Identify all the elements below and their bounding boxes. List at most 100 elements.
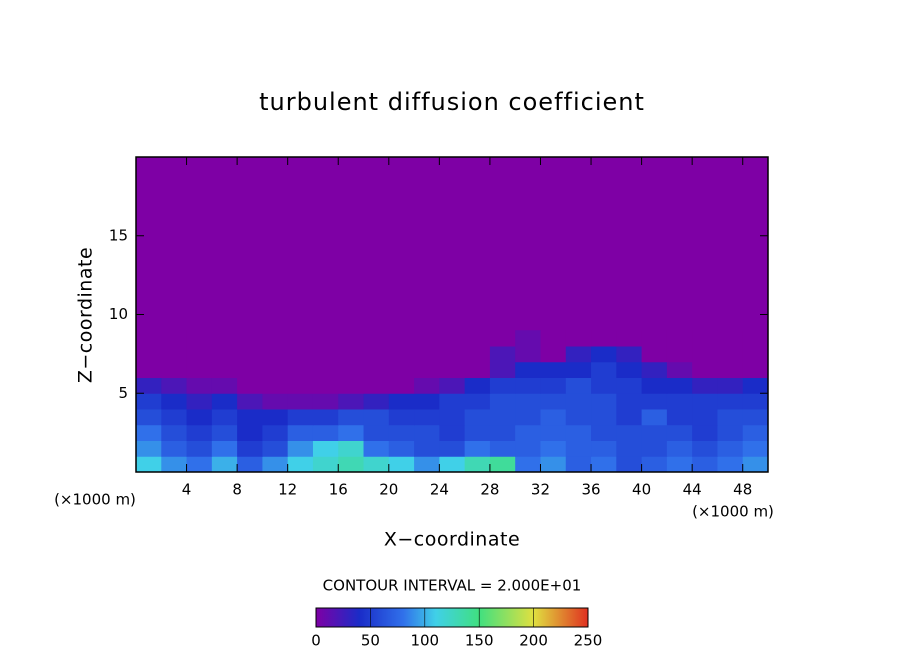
heatmap-cell <box>338 377 365 394</box>
heatmap-cell <box>616 361 643 378</box>
heatmap-cell <box>211 409 238 426</box>
heatmap-cell <box>540 440 567 457</box>
heatmap-cell <box>262 361 289 378</box>
heatmap-cell <box>717 424 744 441</box>
heatmap-cell <box>186 330 213 347</box>
heatmap-cell <box>616 393 643 410</box>
heatmap-cell <box>237 409 263 426</box>
heatmap-cell <box>616 377 643 394</box>
heatmap-cell <box>338 424 365 441</box>
heatmap-cell <box>363 361 390 378</box>
heatmap-cell <box>742 361 769 378</box>
heatmap-cell <box>439 361 466 378</box>
heatmap-cell <box>338 393 365 410</box>
heatmap-cell <box>717 361 744 378</box>
heatmap-cell <box>540 424 567 441</box>
heatmap-cell <box>515 440 541 457</box>
heatmap-cell <box>489 346 516 363</box>
heatmap-cell <box>338 409 365 426</box>
heatmap-cell <box>211 424 238 441</box>
heatmap-cell <box>666 393 693 410</box>
heatmap-cell <box>136 330 162 347</box>
heatmap-cell <box>666 440 693 457</box>
heatmap-cell <box>641 409 668 426</box>
x-unit-label: (×1000 m) <box>54 491 136 509</box>
heatmap-cell <box>262 456 289 473</box>
heatmap-cell <box>591 330 617 347</box>
x-tick-label: 44 <box>683 481 702 499</box>
x-tick-label: 20 <box>379 481 398 499</box>
heatmap-cell <box>742 440 769 457</box>
heatmap-cell <box>464 456 491 473</box>
heatmap-cell <box>591 377 617 394</box>
heatmap-cell <box>666 409 693 426</box>
heatmap-cell <box>338 330 365 347</box>
heatmap-cell <box>388 377 415 394</box>
heatmap-cell <box>641 346 668 363</box>
heatmap-cell <box>439 377 466 394</box>
heatmap-cell <box>565 330 592 347</box>
heatmap-cell <box>287 361 314 378</box>
heatmap-cell <box>136 409 162 426</box>
heatmap-cell <box>692 424 718 441</box>
heatmap-cell <box>363 424 390 441</box>
heatmap-cell <box>742 424 769 441</box>
heatmap-cell <box>287 456 314 473</box>
heatmap-cell <box>363 409 390 426</box>
y-axis-label: Z−coordinate <box>75 247 97 383</box>
heatmap-cell <box>439 424 466 441</box>
heatmap-cell <box>641 393 668 410</box>
heatmap-cell <box>540 377 567 394</box>
heatmap-cell <box>464 346 491 363</box>
heatmap-cell <box>641 377 668 394</box>
heatmap-cell <box>312 361 339 378</box>
colorbar: 0 50 100 150 200 250 <box>311 607 602 650</box>
heatmap-cell <box>237 361 263 378</box>
heatmap-cell <box>211 393 238 410</box>
heatmap-cell <box>388 361 415 378</box>
heatmap-cell <box>439 409 466 426</box>
heatmap-cell <box>666 346 693 363</box>
heatmap-cell <box>186 393 213 410</box>
heatmap-cell <box>565 377 592 394</box>
heatmap-cell <box>262 330 289 347</box>
heatmap-cell <box>363 330 390 347</box>
heatmap-cell <box>161 330 188 347</box>
heatmap-cell <box>136 456 162 473</box>
heatmap-cell <box>692 377 718 394</box>
heatmap-cell <box>363 346 390 363</box>
heatmap-cell <box>717 377 744 394</box>
heatmap-cell <box>414 440 440 457</box>
heatmap-cell <box>136 377 162 394</box>
heatmap-cell <box>287 424 314 441</box>
heatmap-cell <box>287 440 314 457</box>
heatmap-cell <box>262 424 289 441</box>
heatmap-cell <box>540 409 567 426</box>
heatmap-cell <box>439 440 466 457</box>
heatmap-cell <box>565 456 592 473</box>
heatmap-cell <box>237 424 263 441</box>
heatmap-cell <box>540 456 567 473</box>
heatmap-cell <box>338 346 365 363</box>
heatmap-cell <box>312 377 339 394</box>
heatmap-cell <box>287 330 314 347</box>
heatmap-cell <box>388 346 415 363</box>
x-unit-label: (×1000 m) <box>692 503 774 521</box>
heatmap-cell <box>237 346 263 363</box>
heatmap-cell <box>565 409 592 426</box>
heatmap-cell <box>186 377 213 394</box>
heatmap-cell <box>388 393 415 410</box>
heatmap-cell <box>692 330 718 347</box>
heatmap-cell <box>616 456 643 473</box>
heatmap-cell <box>489 409 516 426</box>
heatmap-cell <box>616 409 643 426</box>
heatmap-cell <box>641 440 668 457</box>
x-tick-label: 28 <box>480 481 499 499</box>
heatmap-cell <box>591 361 617 378</box>
heatmap-cell <box>616 346 643 363</box>
heatmap-cell <box>489 330 516 347</box>
heatmap-cell <box>616 424 643 441</box>
heatmap-cell <box>742 346 769 363</box>
heatmap-cell <box>161 361 188 378</box>
heatmap-cell <box>211 456 238 473</box>
